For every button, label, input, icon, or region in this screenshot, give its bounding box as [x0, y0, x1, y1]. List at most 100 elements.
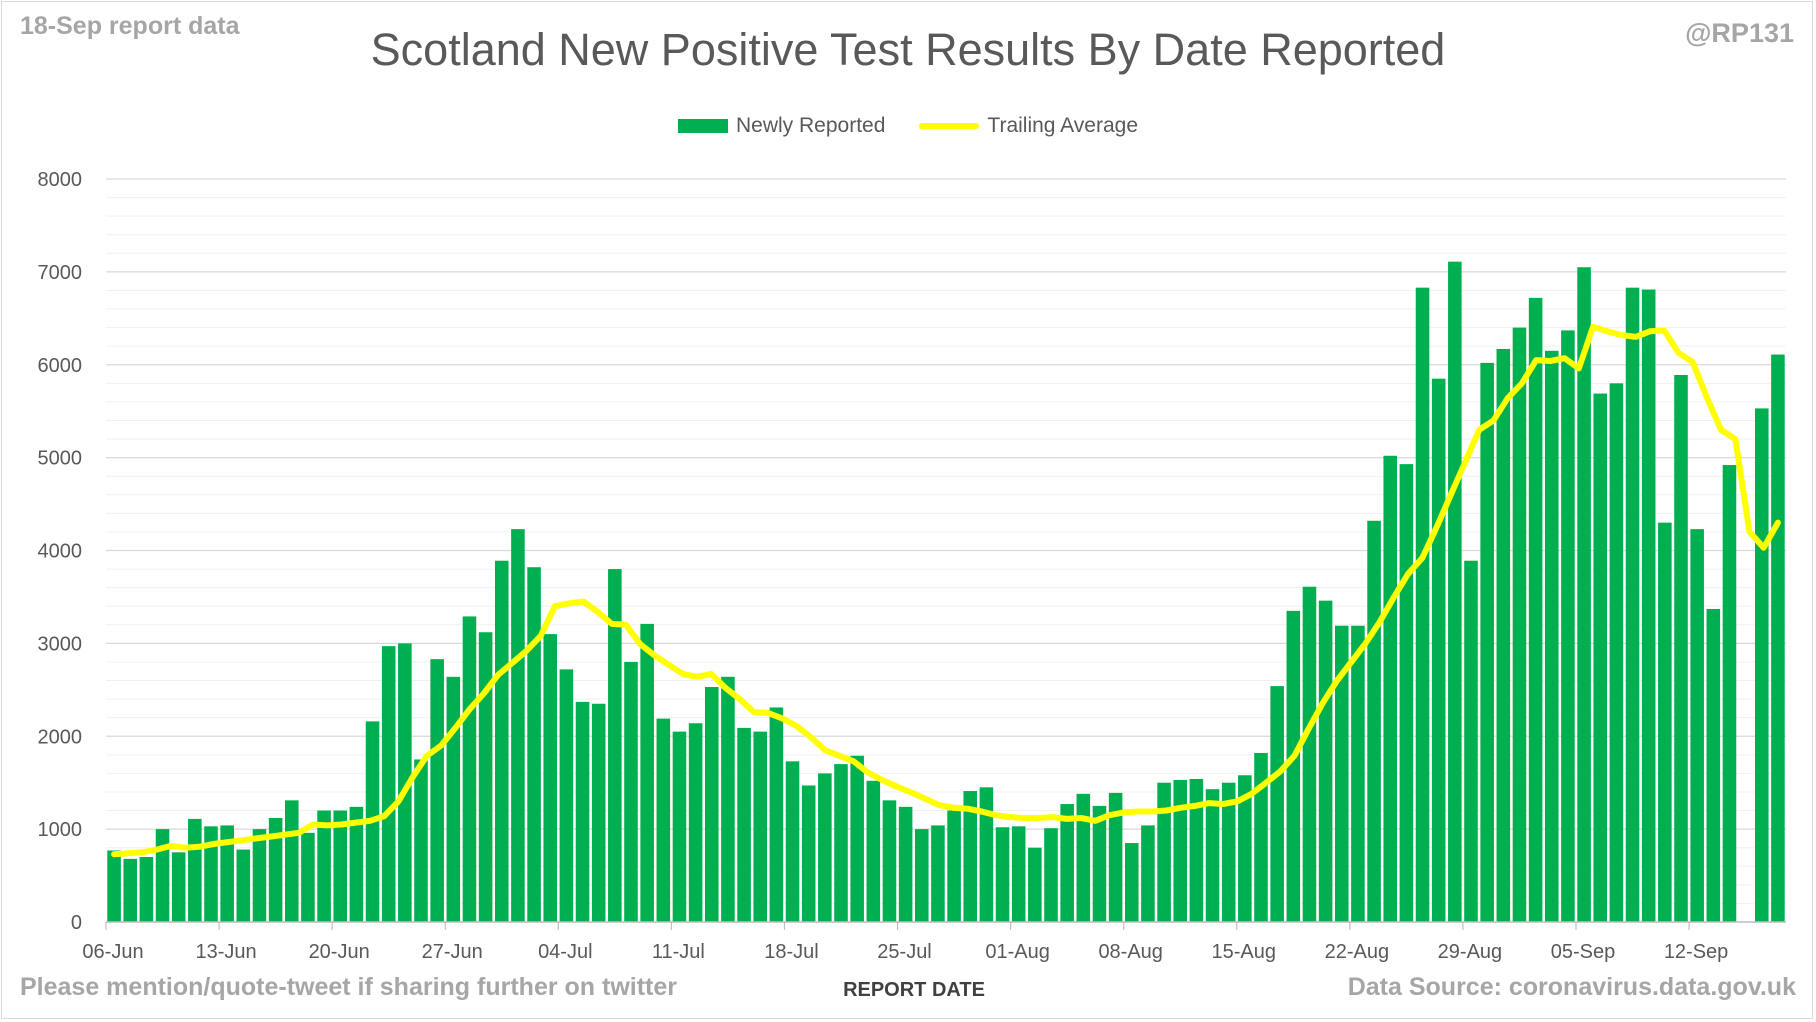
- x-tick-label: 29-Aug: [1438, 941, 1503, 963]
- legend-swatch-bars: [678, 119, 728, 133]
- bar-newly-reported: [220, 825, 234, 922]
- y-tick-label: 4000: [38, 541, 83, 563]
- x-tick-label: 13-Jun: [195, 941, 256, 963]
- y-tick-label: 1000: [38, 819, 83, 841]
- bar-newly-reported: [624, 661, 638, 922]
- bar-newly-reported: [1270, 686, 1284, 922]
- x-axis-title: REPORT DATE: [843, 979, 985, 1001]
- bar-newly-reported: [398, 643, 412, 922]
- bar-newly-reported: [1044, 828, 1058, 922]
- bar-newly-reported: [1496, 348, 1511, 922]
- bar-newly-reported: [511, 529, 525, 922]
- bar-newly-reported: [1431, 378, 1446, 922]
- bar-newly-reported: [1205, 789, 1220, 922]
- footer-note: Please mention/quote-tweet if sharing fu…: [20, 973, 678, 1001]
- bar-newly-reported: [1512, 327, 1527, 923]
- bar-newly-reported: [721, 676, 735, 922]
- bar-newly-reported: [1286, 610, 1301, 922]
- bar-newly-reported: [591, 703, 606, 922]
- bar-newly-reported: [123, 858, 138, 922]
- chart-title: Scotland New Positive Test Results By Da…: [370, 24, 1446, 75]
- bar-newly-reported: [737, 727, 751, 922]
- bar-newly-reported: [252, 829, 267, 922]
- author-handle: @RP131: [1685, 18, 1794, 48]
- bar-newly-reported: [1092, 805, 1107, 922]
- bar-newly-reported: [1367, 520, 1381, 922]
- bar-newly-reported: [753, 731, 768, 922]
- bar-newly-reported: [268, 817, 283, 922]
- y-tick-label: 3000: [38, 633, 83, 655]
- bar-newly-reported: [1157, 782, 1171, 922]
- bar-newly-reported: [963, 791, 978, 922]
- y-tick-label: 5000: [38, 448, 83, 470]
- y-tick-label: 0: [71, 912, 82, 934]
- bar-newly-reported: [656, 718, 671, 922]
- legend-label-bars: Newly Reported: [736, 114, 886, 137]
- bar-newly-reported: [381, 646, 396, 922]
- bar-newly-reported: [301, 832, 315, 922]
- x-tick-label: 27-Jun: [422, 941, 483, 963]
- trailing-average-line: [111, 323, 1781, 858]
- bar-newly-reported: [1351, 625, 1365, 922]
- bar-newly-reported: [1108, 792, 1123, 922]
- bar-newly-reported: [1383, 455, 1398, 922]
- bar-newly-reported: [1528, 297, 1543, 922]
- bar-newly-reported: [834, 764, 848, 922]
- bar-newly-reported: [1399, 464, 1414, 922]
- bar-newly-reported: [850, 755, 864, 922]
- bar-newly-reported: [1706, 609, 1721, 922]
- bar-newly-reported: [1060, 804, 1074, 922]
- bar-newly-reported: [1464, 560, 1478, 922]
- bar-newly-reported: [1141, 825, 1155, 922]
- x-tick-label: 22-Aug: [1325, 941, 1390, 963]
- bar-newly-reported: [1221, 782, 1236, 922]
- bar-newly-reported: [414, 759, 428, 922]
- x-tick-label: 25-Jul: [877, 941, 931, 963]
- bar-newly-reported: [1415, 287, 1430, 922]
- bar-newly-reported: [494, 560, 509, 922]
- bar-newly-reported: [785, 761, 800, 922]
- bar-newly-reported: [608, 569, 622, 922]
- bar-newly-reported: [1318, 600, 1333, 922]
- bar-newly-reported: [1028, 847, 1042, 922]
- report-date-note: 18-Sep report data: [20, 12, 240, 40]
- x-tick-label: 18-Jul: [764, 941, 818, 963]
- data-source: Data Source: coronavirus.data.gov.uk: [1347, 973, 1796, 1001]
- x-tick-label: 06-Jun: [82, 941, 143, 963]
- bar-newly-reported: [704, 687, 719, 922]
- chart-legend: Newly Reported Trailing Average: [0, 114, 1816, 138]
- bar-newly-reported: [171, 852, 186, 922]
- bar-newly-reported: [688, 723, 703, 922]
- x-tick-label: 11-Jul: [652, 941, 705, 963]
- bar-newly-reported: [559, 669, 574, 922]
- bar-newly-reported: [543, 634, 558, 922]
- bar-newly-reported: [446, 676, 461, 922]
- bar-newly-reported: [1561, 330, 1575, 923]
- x-tick-label: 08-Aug: [1098, 941, 1163, 963]
- bar-newly-reported: [801, 785, 816, 922]
- bar-newly-reported: [1173, 779, 1188, 922]
- bar-newly-reported: [155, 829, 170, 922]
- bar-newly-reported: [236, 849, 251, 922]
- bar-newly-reported: [284, 800, 299, 922]
- bar-newly-reported: [1238, 775, 1252, 922]
- bar-newly-reported: [672, 731, 687, 922]
- bar-newly-reported: [478, 632, 493, 922]
- bar-newly-reported: [979, 787, 994, 922]
- bar-newly-reported: [1625, 287, 1640, 922]
- bar-newly-reported: [1011, 826, 1026, 922]
- bar-newly-reported: [349, 806, 364, 922]
- x-tick-label: 15-Aug: [1212, 941, 1277, 963]
- bar-newly-reported: [1641, 289, 1656, 922]
- bar-newly-reported: [1076, 793, 1091, 922]
- bar-newly-reported: [995, 827, 1010, 922]
- bar-newly-reported: [317, 810, 331, 922]
- y-tick-label: 2000: [38, 726, 83, 748]
- bar-newly-reported: [1577, 267, 1591, 922]
- legend-swatch-line: [919, 123, 980, 129]
- bar-newly-reported: [1302, 586, 1317, 922]
- bar-newly-reported: [575, 701, 590, 922]
- bar-newly-reported: [1544, 350, 1559, 923]
